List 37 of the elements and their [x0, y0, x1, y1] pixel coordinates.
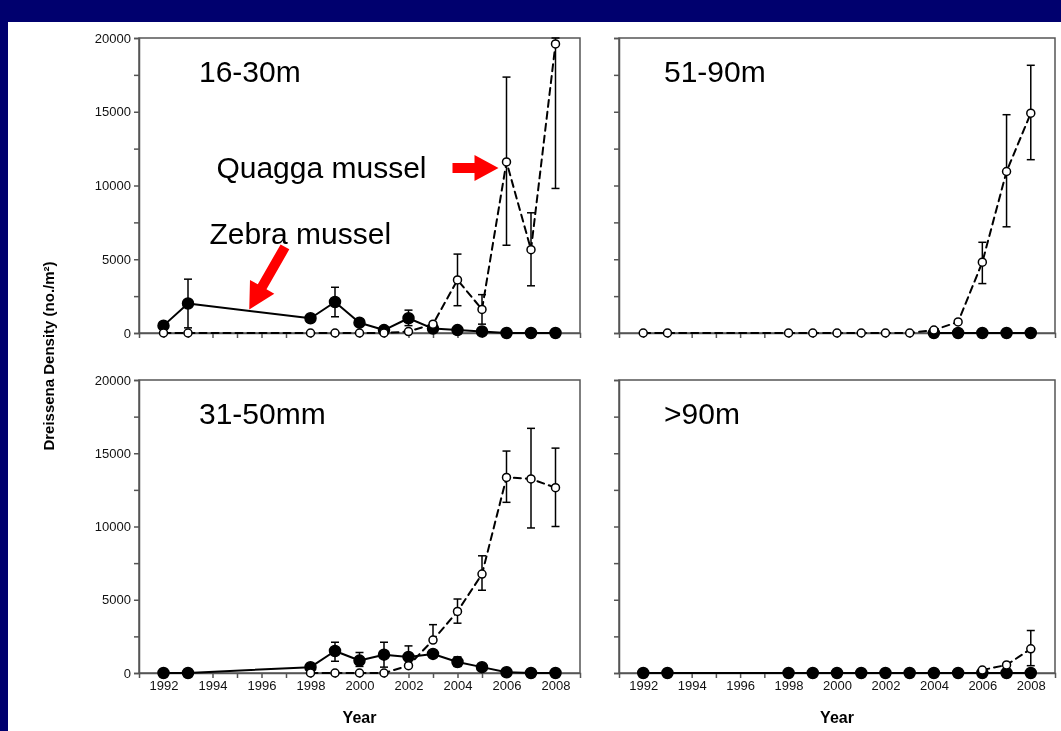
- x-tick-label: 2002: [871, 678, 901, 694]
- text: 31-50mm: [199, 397, 326, 430]
- y-tick-label: 10000: [94, 519, 131, 535]
- x-axis-title: Year: [820, 709, 854, 726]
- x-tick-label: 2004: [919, 678, 949, 694]
- y-tick-label: 10000: [94, 178, 131, 194]
- x-tick-label: 1996: [247, 678, 277, 694]
- y-tick-label: 0: [123, 665, 131, 681]
- x-tick-label: 1998: [296, 678, 326, 694]
- x-tick-label: 1996: [726, 678, 756, 694]
- x-tick-label: 1992: [629, 678, 659, 694]
- x-axis-title: Year: [342, 709, 377, 726]
- x-tick-label: 1992: [149, 678, 179, 694]
- text: >90m: [664, 397, 740, 430]
- annotation: Quagga mussel: [216, 150, 427, 184]
- y-tick-label: 0: [123, 325, 131, 341]
- annotation: Zebra mussel: [209, 217, 392, 251]
- x-tick-label: 1998: [774, 678, 804, 694]
- x-tick-label: 2004: [443, 678, 473, 694]
- text: 16-30m: [199, 55, 301, 88]
- x-tick-label: 1994: [198, 678, 228, 694]
- x-tick-label: 2006: [492, 678, 522, 694]
- x-tick-label: 2000: [345, 678, 375, 694]
- y-axis-title: Dreissena Density (no./m²): [40, 261, 57, 451]
- y-tick-label: 5000: [102, 592, 131, 608]
- y-tick-label: 15000: [94, 445, 131, 461]
- x-tick-label: 2002: [394, 678, 424, 694]
- y-tick-label: 15000: [94, 104, 131, 120]
- x-tick-label: 2008: [541, 678, 571, 694]
- x-tick-label: 1994: [677, 678, 707, 694]
- x-tick-label: 2008: [1016, 678, 1046, 694]
- text: 51-90m: [664, 55, 766, 88]
- x-tick-label: 2000: [823, 678, 852, 694]
- y-tick-label: 5000: [102, 251, 131, 267]
- y-tick-label: 20000: [94, 372, 131, 388]
- x-tick-label: 2006: [968, 678, 998, 694]
- y-tick-label: 20000: [94, 30, 131, 46]
